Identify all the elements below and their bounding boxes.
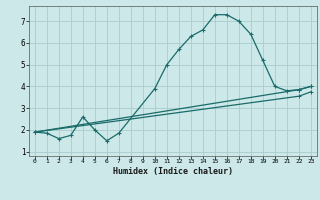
X-axis label: Humidex (Indice chaleur): Humidex (Indice chaleur) (113, 167, 233, 176)
